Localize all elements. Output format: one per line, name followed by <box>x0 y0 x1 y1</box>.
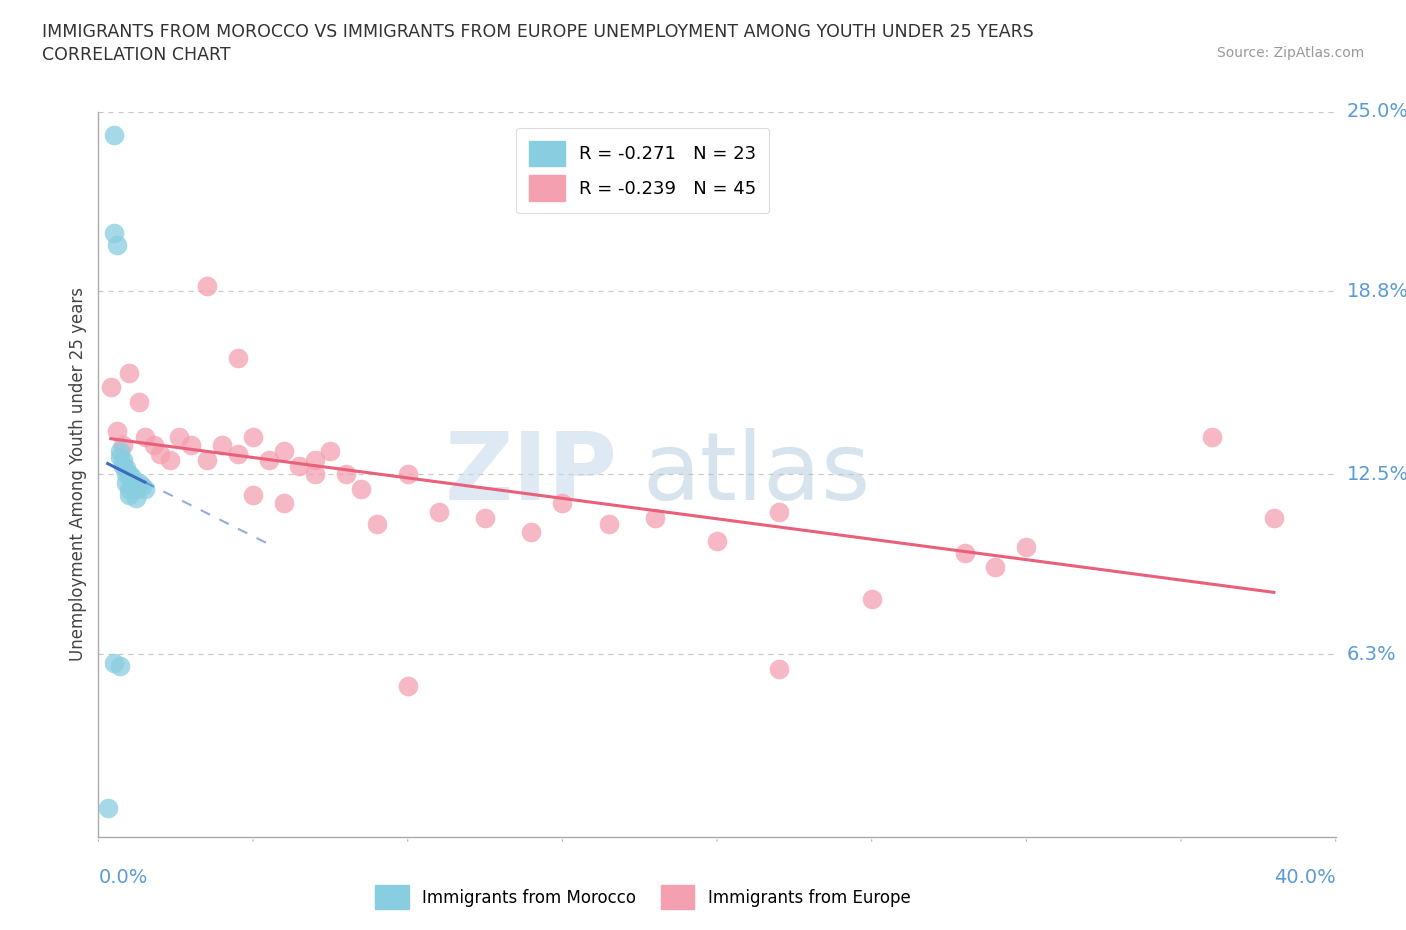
Text: 25.0%: 25.0% <box>1347 102 1406 121</box>
Point <box>143 438 166 453</box>
Point <box>598 516 620 531</box>
Point <box>211 438 233 453</box>
Point <box>115 475 138 490</box>
Point <box>1201 429 1223 444</box>
Point <box>121 470 143 485</box>
Point <box>112 452 135 467</box>
Text: 12.5%: 12.5% <box>1347 465 1406 484</box>
Point <box>366 516 388 531</box>
Text: 6.3%: 6.3% <box>1347 644 1396 664</box>
Point <box>350 482 373 497</box>
Text: 40.0%: 40.0% <box>1274 868 1336 886</box>
Point <box>257 452 280 467</box>
Point <box>768 661 790 676</box>
Point <box>180 438 202 453</box>
Point <box>112 458 135 473</box>
Point <box>124 490 146 505</box>
Point <box>288 458 311 473</box>
Point <box>134 429 156 444</box>
Point <box>396 679 419 694</box>
Point <box>273 444 295 458</box>
Point <box>226 446 249 461</box>
Point <box>134 482 156 497</box>
Point <box>100 379 122 394</box>
Point <box>860 591 883 606</box>
Point <box>118 487 141 502</box>
Point <box>115 467 138 482</box>
Point <box>984 560 1007 575</box>
Point <box>474 511 496 525</box>
Point <box>319 444 342 458</box>
Point <box>953 545 976 560</box>
Point <box>551 496 574 511</box>
Text: ZIP: ZIP <box>446 429 619 520</box>
Point <box>335 467 357 482</box>
Text: IMMIGRANTS FROM MOROCCO VS IMMIGRANTS FROM EUROPE UNEMPLOYMENT AMONG YOUTH UNDER: IMMIGRANTS FROM MOROCCO VS IMMIGRANTS FR… <box>42 23 1033 41</box>
Point <box>304 467 326 482</box>
Point <box>118 365 141 380</box>
Point <box>118 482 141 497</box>
Point <box>195 278 218 293</box>
Point <box>396 467 419 482</box>
Point <box>427 505 450 520</box>
Text: atlas: atlas <box>643 429 872 520</box>
Point <box>105 423 128 438</box>
Point <box>167 429 190 444</box>
Point <box>304 452 326 467</box>
Point <box>118 467 141 482</box>
Point <box>149 446 172 461</box>
Point <box>105 238 128 253</box>
Point <box>644 511 666 525</box>
Point <box>124 482 146 497</box>
Point <box>195 452 218 467</box>
Point <box>768 505 790 520</box>
Point <box>520 525 543 539</box>
Point <box>128 394 150 409</box>
Point <box>131 478 153 493</box>
Point <box>108 449 131 464</box>
Point <box>103 656 125 671</box>
Legend: Immigrants from Morocco, Immigrants from Europe: Immigrants from Morocco, Immigrants from… <box>368 879 917 916</box>
Point <box>273 496 295 511</box>
Text: 0.0%: 0.0% <box>98 868 148 886</box>
Point <box>1263 511 1285 525</box>
Point <box>1015 539 1038 554</box>
Point <box>706 534 728 549</box>
Point <box>159 452 181 467</box>
Point <box>97 801 120 816</box>
Point <box>226 351 249 365</box>
Point <box>128 475 150 490</box>
Point <box>242 487 264 502</box>
Text: CORRELATION CHART: CORRELATION CHART <box>42 46 231 64</box>
Y-axis label: Unemployment Among Youth under 25 years: Unemployment Among Youth under 25 years <box>69 287 87 661</box>
Point <box>112 438 135 453</box>
Point <box>108 444 131 458</box>
Point <box>242 429 264 444</box>
Text: 18.8%: 18.8% <box>1347 282 1406 301</box>
Point <box>115 461 138 476</box>
Text: Source: ZipAtlas.com: Source: ZipAtlas.com <box>1216 46 1364 60</box>
Point <box>103 127 125 142</box>
Point <box>103 226 125 241</box>
Point <box>121 478 143 493</box>
Point <box>108 658 131 673</box>
